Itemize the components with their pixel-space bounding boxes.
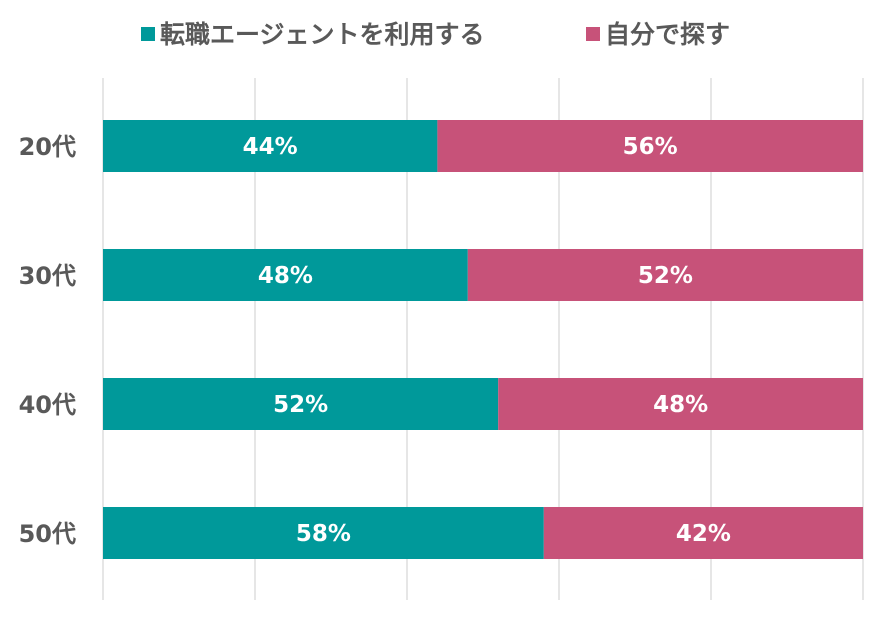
bar-segment-1-4 bbox=[103, 507, 544, 559]
category-label-2: 30代 bbox=[19, 262, 76, 290]
data-label-1-4: 58% bbox=[296, 521, 351, 547]
data-label-2-1: 56% bbox=[623, 134, 678, 160]
data-label-2-2: 52% bbox=[638, 263, 693, 289]
category-labels: 20代 30代 40代 50代 bbox=[19, 133, 76, 548]
category-label-3: 40代 bbox=[19, 391, 76, 419]
legend-label-2: 自分で探す bbox=[605, 20, 730, 49]
bars: 44% 56% 48% 52% 52% 48% 58% 42% bbox=[103, 120, 863, 559]
bar-segment-2-1 bbox=[437, 120, 863, 172]
category-label-1: 20代 bbox=[19, 133, 76, 161]
bar-segment-2-2 bbox=[467, 249, 863, 301]
bar-segment-1-3 bbox=[103, 378, 499, 430]
bar-segment-1-1 bbox=[103, 120, 438, 172]
legend-label-1: 転職エージェントを利用する bbox=[160, 20, 485, 49]
bar-segment-2-3 bbox=[498, 378, 863, 430]
bar-segment-1-2 bbox=[103, 249, 468, 301]
data-label-2-3: 48% bbox=[653, 392, 708, 418]
legend-swatch-1 bbox=[141, 27, 155, 41]
data-label-1-3: 52% bbox=[273, 392, 328, 418]
data-label-1-1: 44% bbox=[243, 134, 298, 160]
legend-swatch-2 bbox=[586, 27, 600, 41]
category-label-4: 50代 bbox=[19, 520, 76, 548]
data-label-2-4: 42% bbox=[676, 521, 731, 547]
bar-segment-2-4 bbox=[543, 507, 863, 559]
legend: 転職エージェントを利用する 自分で探す bbox=[141, 20, 730, 49]
data-label-1-2: 48% bbox=[258, 263, 313, 289]
